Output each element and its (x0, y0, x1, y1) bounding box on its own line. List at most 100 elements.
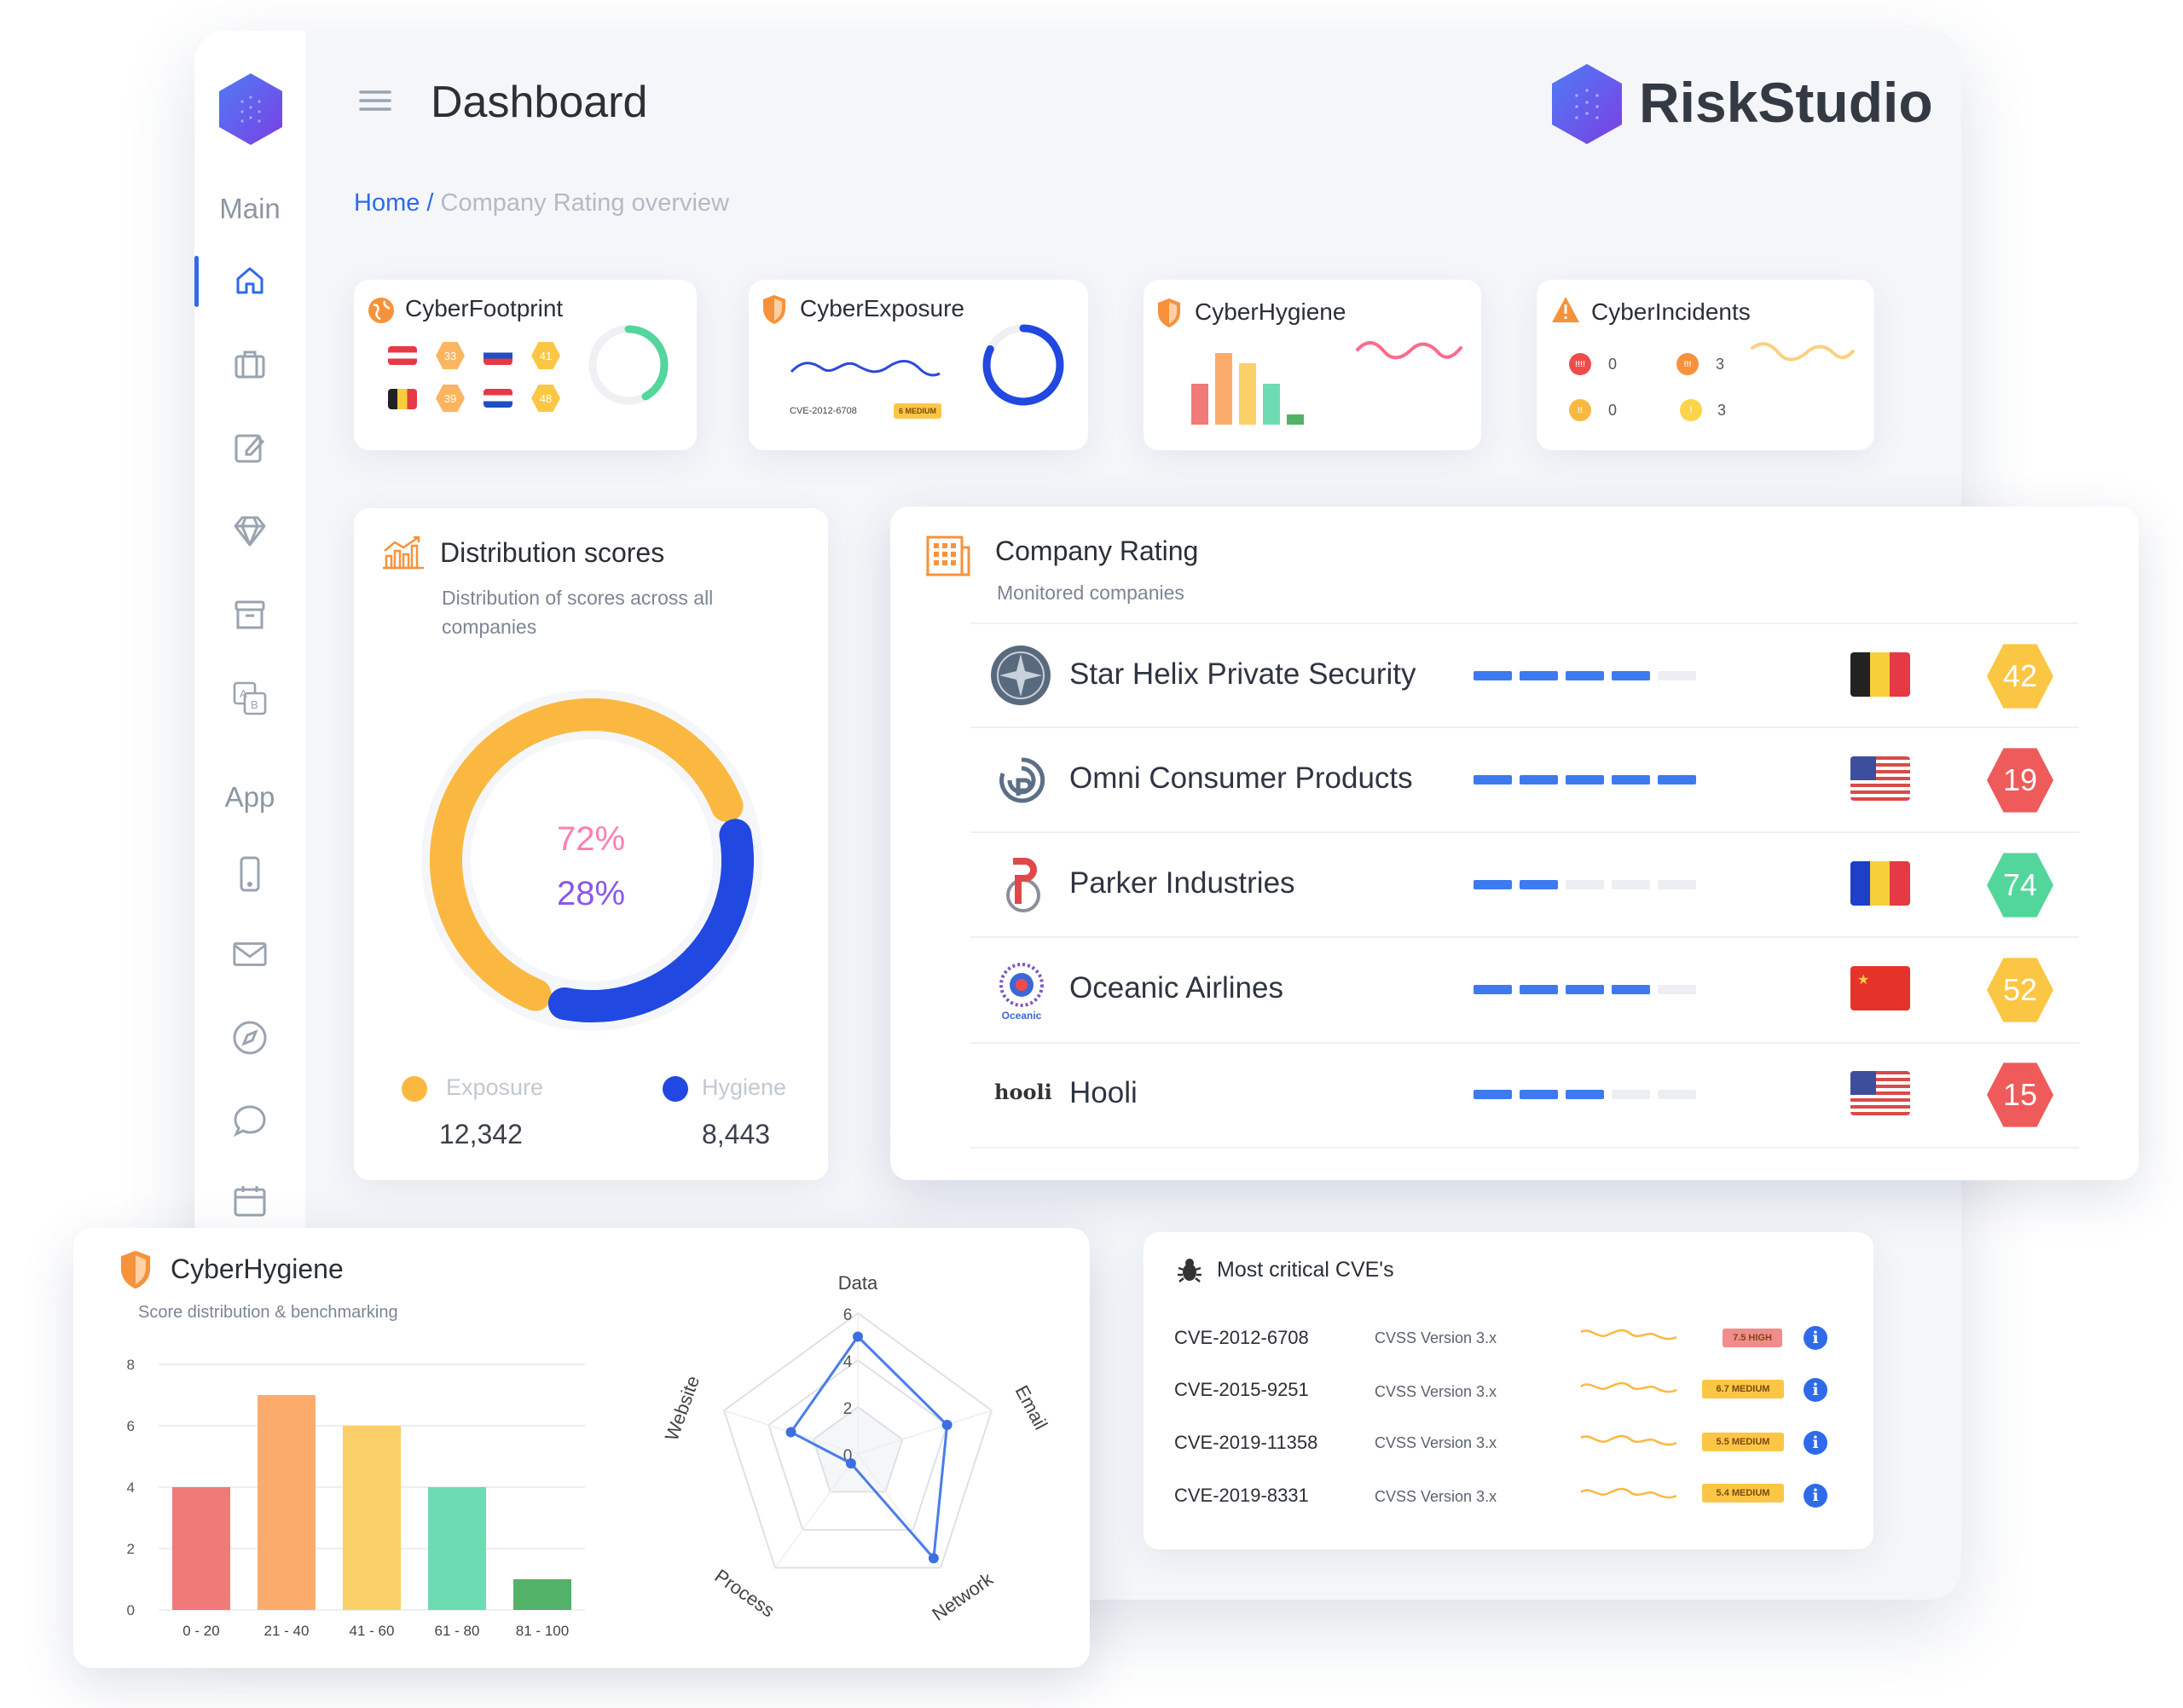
flag-usa (1850, 1071, 1910, 1115)
oceanic-logo-icon: Oceanic (999, 963, 1044, 1022)
info-icon[interactable]: i (1804, 1378, 1827, 1402)
globe-icon (368, 298, 394, 323)
growth-chart-icon (383, 536, 424, 570)
incident-low-dot: ! (1680, 399, 1702, 421)
calendar-icon[interactable] (232, 1184, 268, 1219)
mobile-icon[interactable] (232, 856, 268, 892)
incident-critical-dot: !!!! (1569, 353, 1591, 375)
rating-segment (1474, 671, 1512, 680)
incident-medium-dot: !! (1569, 399, 1591, 421)
cve-id[interactable]: CVE-2012-6708 (1174, 1327, 1309, 1348)
mini-bar (1215, 353, 1232, 425)
radar-tick-label: 6 (843, 1306, 853, 1324)
shield-icon (763, 295, 785, 324)
radar-grid-ring (722, 1311, 993, 1569)
bug-icon (1178, 1259, 1202, 1282)
radar-point (928, 1553, 939, 1564)
cve-trend-line (1580, 1381, 1677, 1393)
company-rating-bar (1474, 880, 1699, 889)
cyberhygiene-summary-title: CyberHygiene (1195, 298, 1346, 325)
parker-logo-icon (1006, 858, 1040, 912)
radar-axis-label: Process (711, 1565, 779, 1621)
x-tick-label: 61 - 80 (435, 1623, 480, 1639)
flag-netherlands (484, 389, 512, 408)
mail-icon[interactable] (232, 936, 268, 972)
edit-icon[interactable] (232, 430, 268, 466)
cve-id[interactable]: CVE-2019-11358 (1174, 1432, 1318, 1453)
star-helix-logo-icon (991, 646, 1051, 705)
x-tick-label: 21 - 40 (264, 1623, 310, 1639)
diamond-icon[interactable] (232, 513, 268, 549)
radar-point (941, 1420, 953, 1431)
rating-segment (1612, 985, 1650, 994)
rating-segment (1474, 775, 1512, 785)
company-rating-title: Company Rating (995, 536, 1199, 566)
cyberincidents-card[interactable]: CyberIncidents !!!! 0 !!! 3 !! 0 ! 3 (1537, 280, 1874, 450)
app-logo-icon[interactable] (217, 72, 285, 147)
breadcrumb-home-link[interactable]: Home / (354, 189, 434, 217)
cve-id[interactable]: CVE-2015-9251 (1174, 1379, 1309, 1400)
info-icon[interactable]: i (1804, 1431, 1827, 1455)
archive-icon[interactable] (232, 597, 268, 633)
score-hex: 41 (531, 342, 560, 369)
company-row[interactable]: Star Helix Private Security 42 (970, 627, 2079, 724)
radar-point (785, 1427, 796, 1438)
company-row[interactable]: hooli Hooli 15 (970, 1045, 2079, 1143)
cve-id[interactable]: CVE-2019-8331 (1174, 1485, 1309, 1506)
cve-version: CVSS Version 3.x (1375, 1329, 1497, 1346)
company-row[interactable]: Omni Consumer Products 19 (970, 731, 2079, 828)
radar-tick-label: 4 (843, 1353, 853, 1371)
mini-bar (1191, 384, 1208, 425)
company-rating-bar (1474, 1090, 1699, 1099)
row-divider (970, 727, 2079, 728)
rating-segment (1474, 880, 1512, 889)
cyberfootprint-card[interactable]: CyberFootprint 33 41 39 48 (354, 280, 697, 450)
distribution-title: Distribution scores (440, 537, 665, 568)
hygiene-bar-chart: 0 2 4 6 8 0 - 20 21 - 40 41 - 60 61 - 80 81 - 100 (127, 1357, 585, 1639)
mini-bar (1239, 363, 1256, 425)
y-tick-label: 0 (127, 1602, 135, 1618)
distribution-donut-chart (421, 690, 762, 1031)
company-name[interactable]: Parker Industries (1069, 866, 1295, 900)
briefcase-icon[interactable] (232, 346, 268, 382)
row-divider (970, 831, 2079, 833)
company-name[interactable]: Omni Consumer Products (1069, 761, 1413, 795)
mini-bar (1287, 414, 1304, 425)
flag-usa (1850, 756, 1910, 801)
legend-value-exposure: 12,342 (439, 1119, 523, 1149)
company-row[interactable]: Oceanic Oceanic Airlines ★ 52 (970, 941, 2079, 1038)
company-rating-bar (1474, 775, 1699, 785)
home-icon[interactable] (232, 263, 268, 298)
company-score-hex: 15 (1987, 1062, 2053, 1127)
warning-icon (1552, 297, 1579, 322)
svg-text:B: B (251, 698, 258, 711)
company-name[interactable]: Oceanic Airlines (1069, 971, 1283, 1005)
cyberhygiene-summary-card[interactable]: CyberHygiene (1144, 280, 1481, 450)
company-score-hex: 74 (1987, 853, 2053, 918)
info-icon[interactable]: i (1804, 1484, 1827, 1508)
legend-label-exposure: Exposure (446, 1074, 544, 1100)
radar-series-line (789, 1335, 949, 1561)
company-row[interactable]: Parker Industries 74 (970, 836, 2079, 933)
cyberhygiene-panel: CyberHygiene Score distribution & benchm… (73, 1228, 1090, 1668)
building-icon (926, 536, 970, 576)
donut-percent-hygiene: 28% (556, 875, 626, 912)
company-name[interactable]: Hooli (1069, 1076, 1138, 1109)
exposure-trend-line (790, 360, 941, 377)
rating-segment (1520, 671, 1558, 680)
hygiene-mini-bar-chart (1191, 353, 1304, 425)
incident-high-dot: !!! (1676, 353, 1699, 375)
compass-icon[interactable] (232, 1020, 268, 1056)
cyberexposure-card[interactable]: CyberExposure CVE-2012-6708 6 MEDIUM (749, 280, 1088, 450)
chat-icon[interactable] (232, 1103, 268, 1139)
row-divider (970, 1147, 2079, 1149)
company-name[interactable]: Star Helix Private Security (1069, 657, 1416, 691)
legend-dot-exposure (402, 1076, 427, 1102)
rating-segment (1658, 671, 1696, 680)
info-icon[interactable]: i (1804, 1326, 1827, 1350)
row-divider (970, 1042, 2079, 1044)
flag-andorra (1850, 861, 1910, 906)
menu-toggle-button[interactable] (358, 89, 392, 113)
incident-high-count: 3 (1716, 356, 1725, 373)
